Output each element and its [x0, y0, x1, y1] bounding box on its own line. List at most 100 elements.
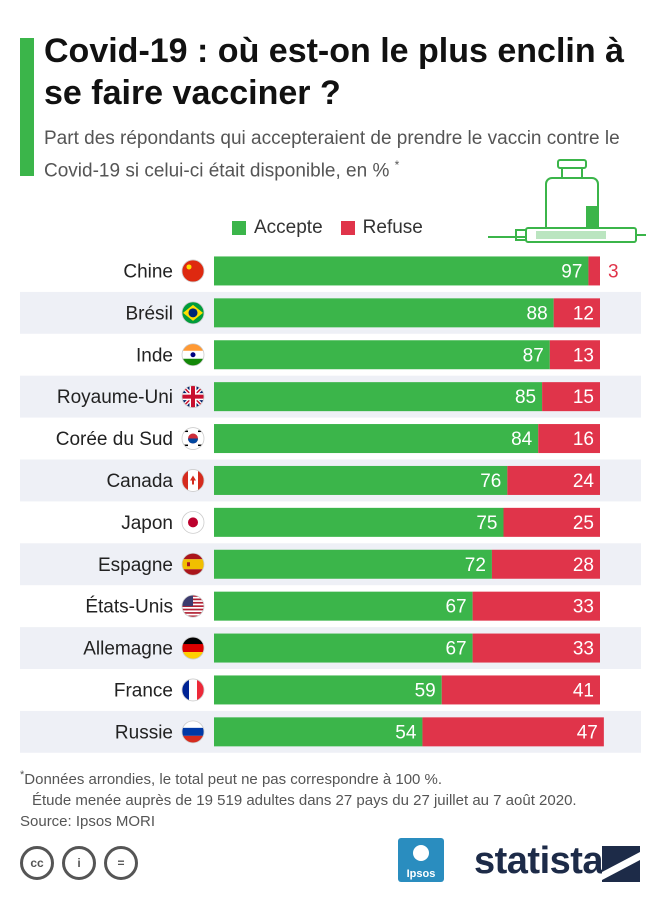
bar-accepte-canada — [214, 465, 508, 495]
footnote-mark: * — [20, 769, 25, 781]
category-label-bresil: Brésil — [125, 303, 173, 324]
statista-logo-icon — [602, 846, 640, 882]
data-label-accepte-coree-du-sud: 84 — [511, 429, 533, 450]
category-label-etats-unis: États-Unis — [85, 597, 173, 618]
data-label-accepte-bresil: 88 — [527, 303, 548, 324]
bar-refuse-coree-du-sud — [538, 424, 600, 454]
bar-accepte-coree-du-sud — [214, 424, 539, 454]
title-accent-bar — [20, 38, 34, 176]
data-label-refuse-france: 41 — [573, 680, 594, 701]
ipsos-logo[interactable]: Ipsos — [398, 838, 444, 882]
category-label-coree-du-sud: Corée du Sud — [56, 429, 173, 450]
bar-refuse-japon — [503, 507, 600, 537]
data-label-refuse-canada: 24 — [573, 471, 595, 492]
bar-accepte-royaume-uni — [214, 382, 543, 412]
ipsos-logo-text: Ipsos — [406, 868, 436, 880]
bar-refuse-allemagne — [472, 633, 600, 663]
syringe-vial-icon — [488, 159, 646, 243]
bar-refuse-espagne — [491, 549, 600, 579]
flag-icon-russie — [181, 720, 205, 744]
data-label-accepte-chine: 97 — [561, 261, 582, 282]
category-label-chine: Chine — [123, 261, 173, 282]
category-label-royaume-uni: Royaume-Uni — [57, 387, 173, 408]
legend-item-refuse: Refuse — [340, 217, 423, 239]
data-label-accepte-inde: 87 — [523, 345, 544, 366]
bar-refuse-france — [441, 675, 600, 705]
subtitle-text: Part des répondants qui accepteraient de… — [44, 128, 620, 182]
data-label-refuse-coree-du-sud: 16 — [573, 429, 594, 450]
category-label-russie: Russie — [115, 722, 173, 743]
category-label-inde: Inde — [136, 345, 173, 366]
bar-accepte-france — [214, 675, 442, 705]
legend-item-accepte: Accepte — [232, 217, 323, 239]
footnote-text-1: Données arrondies, le total peut ne pas … — [24, 771, 443, 788]
bar-accepte-allemagne — [214, 633, 473, 663]
subtitle-footnote-mark: * — [394, 158, 400, 172]
data-label-refuse-russie: 47 — [577, 722, 598, 743]
bar-accepte-chine — [214, 256, 589, 286]
data-label-accepte-royaume-uni: 85 — [515, 387, 536, 408]
bar-refuse-etats-unis — [472, 591, 600, 621]
flag-icon-france — [181, 678, 205, 702]
data-label-refuse-chine: 3 — [608, 261, 619, 282]
data-label-accepte-france: 59 — [415, 680, 436, 701]
data-label-accepte-canada: 76 — [480, 471, 501, 492]
bar-refuse-chine — [588, 256, 600, 286]
data-label-refuse-espagne: 28 — [573, 555, 594, 576]
legend-label-refuse: Refuse — [362, 217, 423, 238]
flag-icon-chine — [181, 259, 205, 283]
bar-accepte-inde — [214, 340, 550, 370]
category-label-japon: Japon — [121, 513, 173, 534]
data-label-accepte-etats-unis: 67 — [445, 597, 466, 618]
flag-icon-coree-du-sud — [181, 427, 205, 450]
flag-icon-japon — [181, 510, 205, 534]
bar-refuse-canada — [507, 465, 600, 495]
no-derivatives-icon[interactable]: = — [104, 846, 138, 880]
data-label-accepte-allemagne: 67 — [445, 639, 466, 660]
chart-legend: Accepte Refuse — [232, 217, 441, 239]
bar-accepte-espagne — [214, 549, 492, 579]
attribution-icon[interactable]: i — [62, 846, 96, 880]
bar-refuse-royaume-uni — [542, 382, 600, 412]
bar-refuse-bresil — [553, 298, 600, 328]
flag-icon-espagne — [181, 552, 205, 576]
data-label-refuse-etats-unis: 33 — [573, 597, 594, 618]
data-label-accepte-espagne: 72 — [465, 555, 486, 576]
footnote-line-2: Étude menée auprès de 19 519 adultes dan… — [32, 792, 577, 809]
chart-subtitle: Part des répondants qui accepteraient de… — [44, 126, 654, 184]
legend-swatch-accepte — [232, 221, 246, 235]
bar-refuse-russie — [422, 717, 604, 747]
flag-icon-allemagne — [181, 636, 205, 660]
ipsos-logo-dot — [413, 845, 429, 861]
footnote-line-1: *Données arrondies, le total peut ne pas… — [20, 765, 650, 790]
flag-icon-inde — [181, 343, 205, 367]
bar-accepte-bresil — [214, 298, 554, 328]
source-text: Source: Ipsos MORI — [20, 813, 156, 830]
chart-title: Covid-19 : où est-on le plus enclin à se… — [44, 32, 624, 112]
bar-accepte-russie — [214, 717, 423, 747]
flag-icon-etats-unis — [181, 594, 205, 618]
license-icons: cc i = — [20, 846, 146, 880]
bar-accepte-japon — [214, 507, 504, 537]
flag-icon-canada — [181, 469, 205, 492]
legend-label-accepte: Accepte — [254, 217, 323, 238]
category-label-espagne: Espagne — [98, 555, 173, 576]
data-label-refuse-allemagne: 33 — [573, 639, 594, 660]
statista-logo-text[interactable]: statista — [474, 840, 604, 882]
bar-accepte-etats-unis — [214, 591, 473, 621]
data-label-refuse-japon: 25 — [573, 513, 594, 534]
bar-refuse-inde — [549, 340, 600, 370]
footnote: *Données arrondies, le total peut ne pas… — [20, 765, 650, 832]
flag-icon-bresil — [181, 301, 205, 325]
flag-icon-royaume-uni — [181, 385, 205, 409]
category-label-france: France — [114, 680, 173, 701]
data-label-refuse-royaume-uni: 15 — [573, 387, 594, 408]
data-label-refuse-bresil: 12 — [573, 303, 594, 324]
data-label-accepte-japon: 75 — [476, 513, 497, 534]
legend-swatch-refuse — [340, 221, 355, 235]
creative-commons-icon[interactable]: cc — [20, 846, 54, 880]
category-label-canada: Canada — [106, 471, 173, 492]
category-label-allemagne: Allemagne — [83, 639, 173, 660]
data-label-refuse-inde: 13 — [573, 345, 594, 366]
